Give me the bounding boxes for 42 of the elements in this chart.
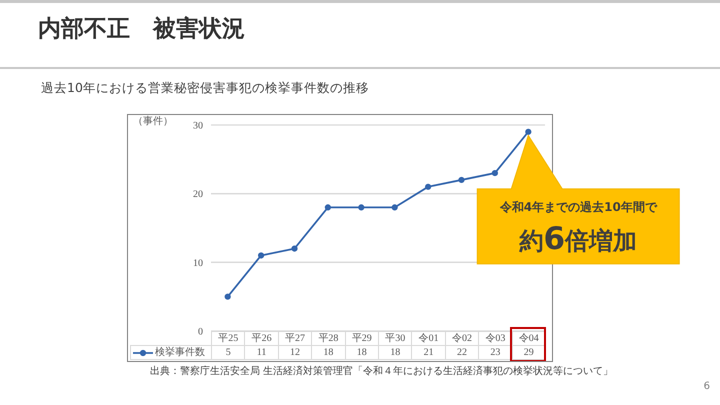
- chart-subtitle: 過去10年における営業秘密侵害事犯の検挙事件数の推移: [41, 80, 369, 96]
- data-label: 12: [290, 346, 300, 358]
- y-tick-label: 30: [193, 120, 203, 132]
- x-tick-label: 平27: [284, 332, 305, 344]
- point: [492, 170, 498, 176]
- x-tick-label: 令03: [485, 332, 506, 344]
- data-label: 29: [524, 346, 534, 358]
- source-note: 出典：警察庁生活安全局 生活経済対策管理官「令和４年における生活経済事犯の検挙状況等について」: [150, 366, 614, 378]
- data-label: 23: [490, 346, 500, 358]
- point: [525, 128, 532, 135]
- data-label: 21: [424, 346, 434, 358]
- x-tick-label: 平26: [252, 332, 272, 344]
- annotation: 令和4年までの過去10年間で: [498, 200, 658, 214]
- x-tick-label: 平25: [218, 332, 238, 344]
- data-label: 22: [456, 346, 467, 358]
- x-tick-label: 平30: [385, 332, 406, 344]
- point: [224, 294, 231, 300]
- data-label: 18: [323, 346, 334, 358]
- point: [425, 184, 432, 190]
- data-label: 5: [226, 346, 231, 358]
- point: [258, 252, 264, 259]
- x-tick-label: 令01: [418, 332, 439, 344]
- data-label: 18: [390, 346, 400, 358]
- x-tick-label: 平29: [352, 332, 372, 344]
- y-axis-title: （事件）: [133, 116, 173, 128]
- data-label: 11: [256, 346, 266, 358]
- x-tick-label: 平28: [318, 332, 338, 344]
- point: [324, 204, 331, 210]
- point: [358, 204, 364, 210]
- chart-title: 内部不正 被害状況: [38, 15, 245, 44]
- y-tick-label: 0: [198, 326, 203, 338]
- legend-label: 検挙事件数: [155, 346, 205, 358]
- annotation: 約6倍増加: [518, 220, 638, 257]
- x-tick-label: 令04: [518, 332, 539, 344]
- point: [291, 246, 298, 252]
- text: 6: [704, 381, 710, 393]
- point: [458, 176, 465, 184]
- x-tick-label: 令02: [452, 332, 472, 344]
- y-tick-label: 10: [193, 258, 203, 269]
- point: [392, 204, 398, 210]
- y-tick-label: 20: [193, 189, 203, 200]
- data-label: 18: [356, 346, 367, 358]
